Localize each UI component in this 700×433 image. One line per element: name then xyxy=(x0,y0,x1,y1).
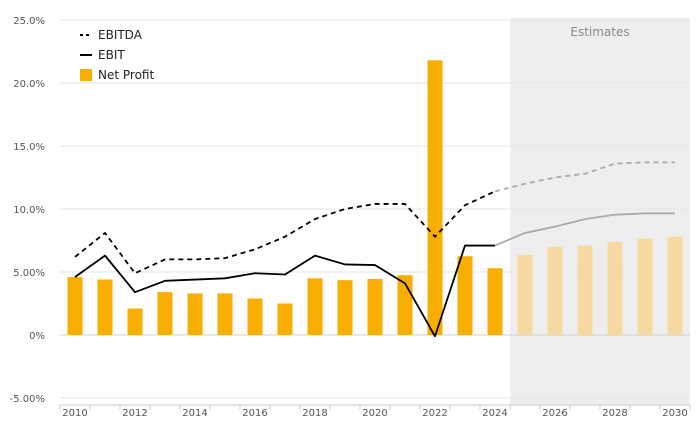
net-profit-bar xyxy=(247,298,263,335)
net-profit-bar xyxy=(97,279,113,335)
net-profit-bar xyxy=(187,293,203,335)
ebit-estimate-line xyxy=(494,212,675,247)
y-tick-label: 10.0% xyxy=(13,205,45,216)
estimates-region: Estimates xyxy=(510,18,690,405)
net-profit-bar xyxy=(157,292,173,335)
net-profit-bar xyxy=(607,241,623,335)
legend: EBITDA EBIT Net Profit xyxy=(80,28,154,82)
net-profit-bar xyxy=(277,303,293,335)
y-tick-label: 25.0% xyxy=(13,16,45,27)
y-tick-label: 15.0% xyxy=(13,142,45,153)
net-profit-bar xyxy=(667,236,683,335)
ebitda-line xyxy=(74,190,496,275)
x-tick-label: 2028 xyxy=(602,408,627,419)
x-tick-label: 2010 xyxy=(62,408,87,419)
ebit-line xyxy=(74,244,495,338)
x-tick-label: 2012 xyxy=(122,408,147,419)
x-tick-label: 2022 xyxy=(422,408,447,419)
x-tick-label: 2024 xyxy=(482,408,507,419)
net-profit-bar xyxy=(367,278,383,335)
y-tick-label: 5.00% xyxy=(13,268,45,279)
x-tick-label: 2030 xyxy=(662,408,687,419)
net-profit-bar xyxy=(217,293,233,335)
x-tick-label: 2016 xyxy=(242,408,267,419)
ebitda-estimate-line xyxy=(494,161,675,193)
estimates-label: Estimates xyxy=(570,25,629,39)
net-profit-bar xyxy=(457,256,473,335)
y-tick-label: 0% xyxy=(29,331,45,342)
series-lines xyxy=(74,161,675,338)
net-profit-bar xyxy=(307,278,323,335)
y-tick-label: -5.00% xyxy=(10,394,45,405)
legend-label: EBIT xyxy=(98,48,125,62)
x-tick-label: 2026 xyxy=(542,408,567,419)
net-profit-bar xyxy=(337,280,353,335)
legend-label: Net Profit xyxy=(98,68,154,82)
legend-label: EBITDA xyxy=(98,28,143,42)
net-profit-bar xyxy=(427,60,443,335)
axes: -5.00% 0% 5.00% 10.0% 15.0% 20.0% 25.0% 2010 201… xyxy=(10,16,691,419)
x-tick-label: 2014 xyxy=(182,408,207,419)
net-profit-bars xyxy=(67,60,683,335)
net-profit-bar xyxy=(487,268,503,335)
net-profit-bar xyxy=(637,238,653,335)
legend-swatch-net-profit xyxy=(80,69,92,81)
net-profit-bar xyxy=(517,254,533,335)
net-profit-bar xyxy=(67,277,83,335)
net-profit-bar xyxy=(547,246,563,335)
net-profit-bar xyxy=(127,308,143,335)
estimates-shade xyxy=(510,18,690,405)
x-tick-label: 2018 xyxy=(302,408,327,419)
y-tick-label: 20.0% xyxy=(13,79,45,90)
x-tick-label: 2020 xyxy=(362,408,387,419)
net-profit-bar xyxy=(577,245,593,335)
